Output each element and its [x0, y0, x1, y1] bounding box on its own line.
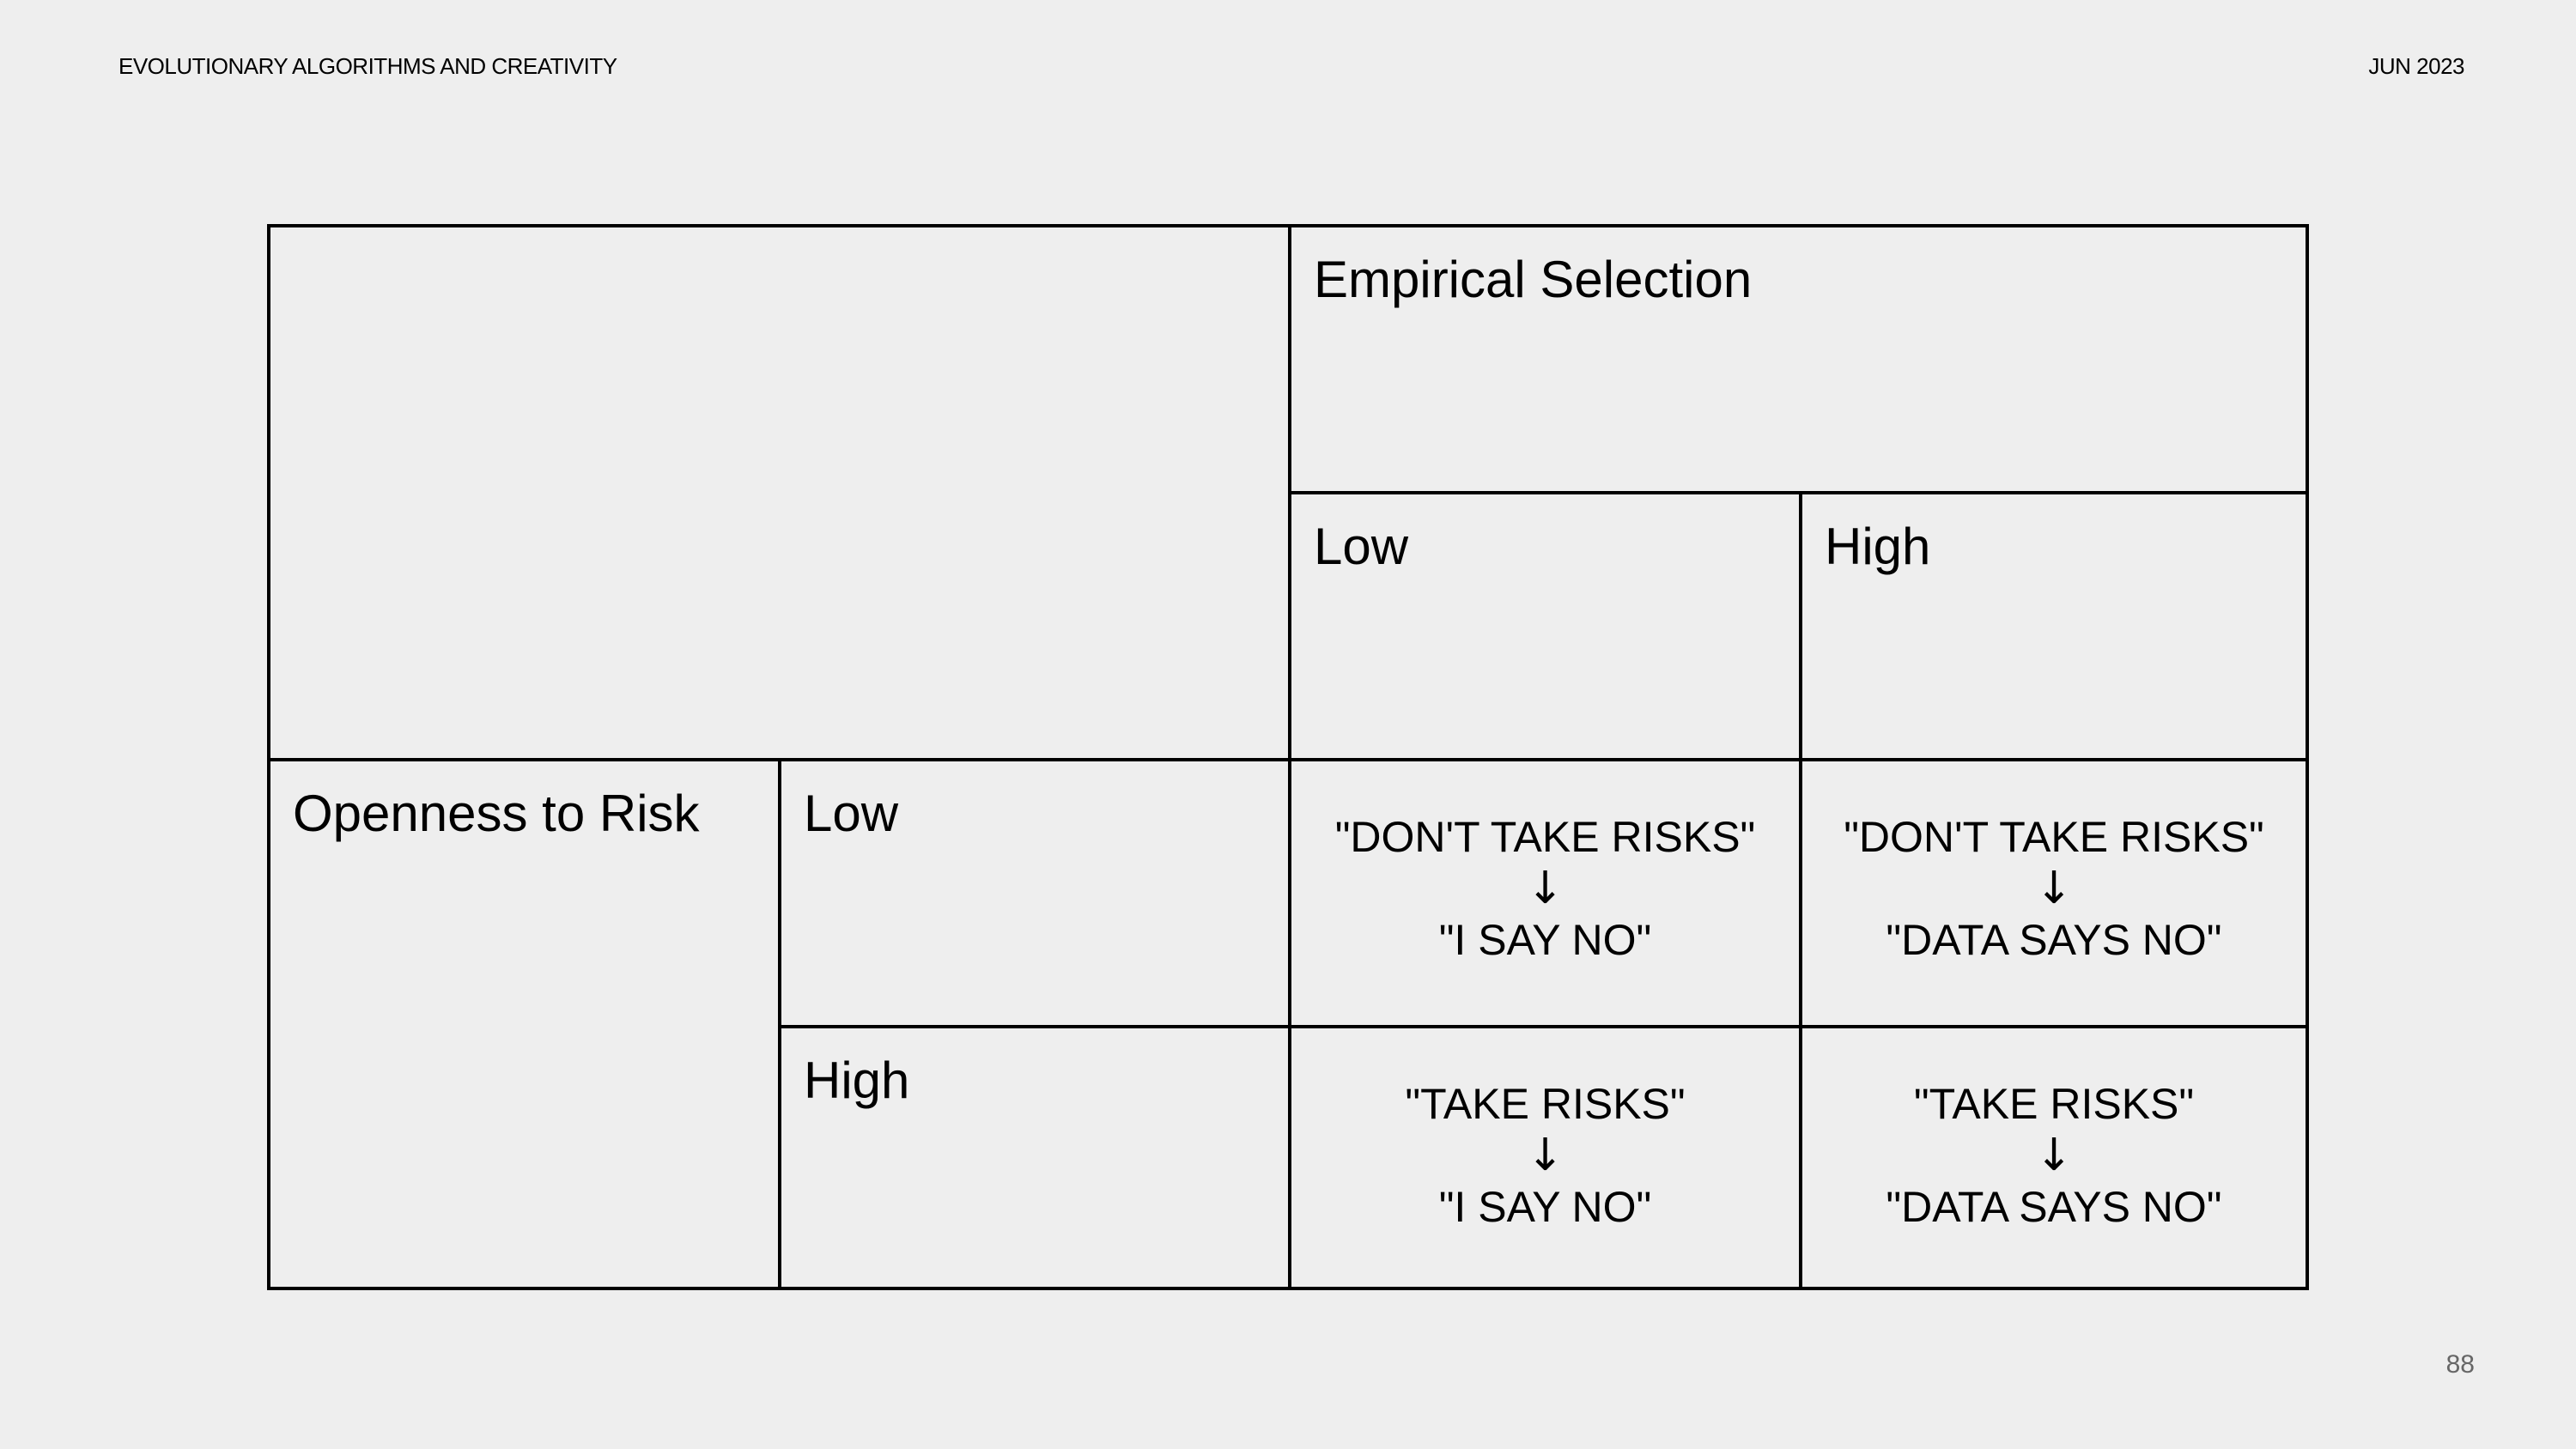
- quote-top: "DON'T TAKE RISKS": [1844, 813, 2264, 861]
- row-level-label: High: [804, 1052, 910, 1109]
- page-number: 88: [2445, 1350, 2475, 1379]
- corner-cell: [267, 224, 1288, 758]
- row-axis-header: Openness to Risk: [267, 758, 778, 1290]
- risk-selection-matrix: Empirical Selection Low High Openness to…: [267, 224, 2309, 1290]
- cell-low-risk-high-selection: "DON'T TAKE RISKS" ↓ "DATA SAYS NO": [1799, 758, 2309, 1025]
- row-axis-label: Openness to Risk: [293, 785, 700, 842]
- quote-bottom: "I SAY NO": [1438, 916, 1652, 964]
- cell-quote: "TAKE RISKS" ↓ "I SAY NO": [1291, 1078, 1799, 1233]
- quote-bottom: "DATA SAYS NO": [1886, 1183, 2222, 1231]
- cell-quote: "DON'T TAKE RISKS" ↓ "I SAY NO": [1291, 811, 1799, 966]
- quote-bottom: "I SAY NO": [1438, 1183, 1652, 1231]
- quote-bottom: "DATA SAYS NO": [1886, 916, 2222, 964]
- quote-top: "TAKE RISKS": [1913, 1080, 2195, 1128]
- presentation-title: EVOLUTIONARY ALGORITHMS AND CREATIVITY: [118, 53, 617, 79]
- cell-quote: "TAKE RISKS" ↓ "DATA SAYS NO": [1802, 1078, 2306, 1233]
- cell-low-risk-low-selection: "DON'T TAKE RISKS" ↓ "I SAY NO": [1288, 758, 1799, 1025]
- column-level-label: Low: [1314, 518, 1409, 575]
- cell-quote: "DON'T TAKE RISKS" ↓ "DATA SAYS NO": [1802, 811, 2306, 966]
- column-axis-header: Empirical Selection: [1288, 224, 2309, 491]
- down-arrow-icon: ↓: [1526, 1130, 1564, 1181]
- row-level-label: Low: [804, 785, 899, 842]
- down-arrow-icon: ↓: [1526, 863, 1564, 914]
- down-arrow-icon: ↓: [2035, 863, 2073, 914]
- column-header-low: Low: [1288, 491, 1799, 758]
- column-axis-label: Empirical Selection: [1314, 251, 1753, 308]
- presentation-date: JUN 2023: [2368, 53, 2464, 79]
- quote-top: "DON'T TAKE RISKS": [1334, 813, 1756, 861]
- cell-high-risk-high-selection: "TAKE RISKS" ↓ "DATA SAYS NO": [1799, 1025, 2309, 1290]
- down-arrow-icon: ↓: [2035, 1130, 2073, 1181]
- quote-top: "TAKE RISKS": [1405, 1080, 1686, 1128]
- row-header-low: Low: [778, 758, 1288, 1025]
- cell-high-risk-low-selection: "TAKE RISKS" ↓ "I SAY NO": [1288, 1025, 1799, 1290]
- column-level-label: High: [1825, 518, 1931, 575]
- column-header-high: High: [1799, 491, 2309, 758]
- row-header-high: High: [778, 1025, 1288, 1290]
